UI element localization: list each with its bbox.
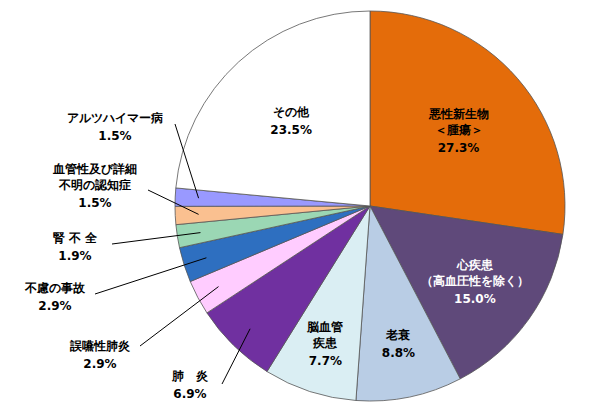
- data-label: 1.5%: [78, 196, 111, 210]
- label-line: 悪性新生物: [428, 107, 489, 121]
- data-label: 15.0%: [454, 292, 496, 306]
- label-line: 血管性及び詳細: [52, 162, 137, 176]
- category-label: 老衰: [385, 328, 410, 342]
- slices: [175, 11, 565, 401]
- data-label: 23.5%: [270, 123, 312, 137]
- category-label: 肺 炎: [171, 369, 209, 383]
- data-label: 6.9%: [173, 387, 206, 401]
- category-label: 心疾患 （高血圧性を除く）: [421, 258, 529, 288]
- category-label: 脳血管疾患: [306, 320, 343, 350]
- leader-line: [222, 329, 250, 384]
- data-label: 2.9%: [38, 299, 71, 313]
- category-label: 誤嚥性肺炎: [69, 339, 131, 353]
- label-line: 心疾患: [456, 258, 494, 272]
- label-line: 脳血管: [306, 320, 343, 334]
- leader-line: [148, 190, 199, 214]
- label-line: 老衰: [385, 328, 410, 342]
- data-label: 7.7%: [309, 354, 342, 368]
- label-line: その他: [273, 105, 310, 119]
- data-label: 2.9%: [83, 357, 116, 371]
- leader-line: [112, 233, 200, 244]
- leader-line: [140, 287, 219, 346]
- slice: [175, 206, 370, 225]
- label-line: 不明の認知症: [58, 178, 131, 192]
- leader-line: [95, 258, 206, 294]
- category-label: 不慮の事故: [24, 281, 86, 295]
- slice: [176, 11, 370, 206]
- slice: [176, 206, 370, 248]
- labels: 悪性新生物 ＜腫瘍＞ 27.3% 心疾患 （高血圧性を除く） 15.0% 老衰 8.8% 脳血管…: [24, 105, 529, 401]
- label-line: ＜腫瘍＞: [435, 123, 483, 137]
- category-label: アルツハイマー病: [67, 111, 163, 125]
- data-label: 1.5%: [98, 129, 131, 143]
- data-label: 1.9%: [58, 249, 91, 263]
- slice: [356, 206, 460, 401]
- label-line: 肺 炎: [171, 369, 209, 383]
- label-line: （高血圧性を除く）: [421, 274, 529, 288]
- label-line: 不慮の事故: [24, 281, 86, 295]
- category-label: 悪性新生物 ＜腫瘍＞: [428, 107, 489, 137]
- category-label: 血管性及び詳細不明の認知症: [52, 162, 137, 192]
- slice: [370, 11, 565, 234]
- data-label: 27.3%: [438, 141, 480, 155]
- label-line: アルツハイマー病: [67, 111, 163, 125]
- label-line: 腎 不 全: [53, 231, 98, 245]
- category-label: その他: [273, 105, 310, 119]
- leader-line: [175, 124, 199, 198]
- label-line: 疾患: [312, 336, 338, 350]
- data-label: 8.8%: [382, 346, 415, 360]
- chart: 悪性新生物 ＜腫瘍＞ 27.3% 心疾患 （高血圧性を除く） 15.0% 老衰 8.8% 脳血管…: [0, 0, 600, 413]
- category-label: 腎 不 全: [53, 231, 98, 245]
- label-line: 誤嚥性肺炎: [69, 339, 131, 353]
